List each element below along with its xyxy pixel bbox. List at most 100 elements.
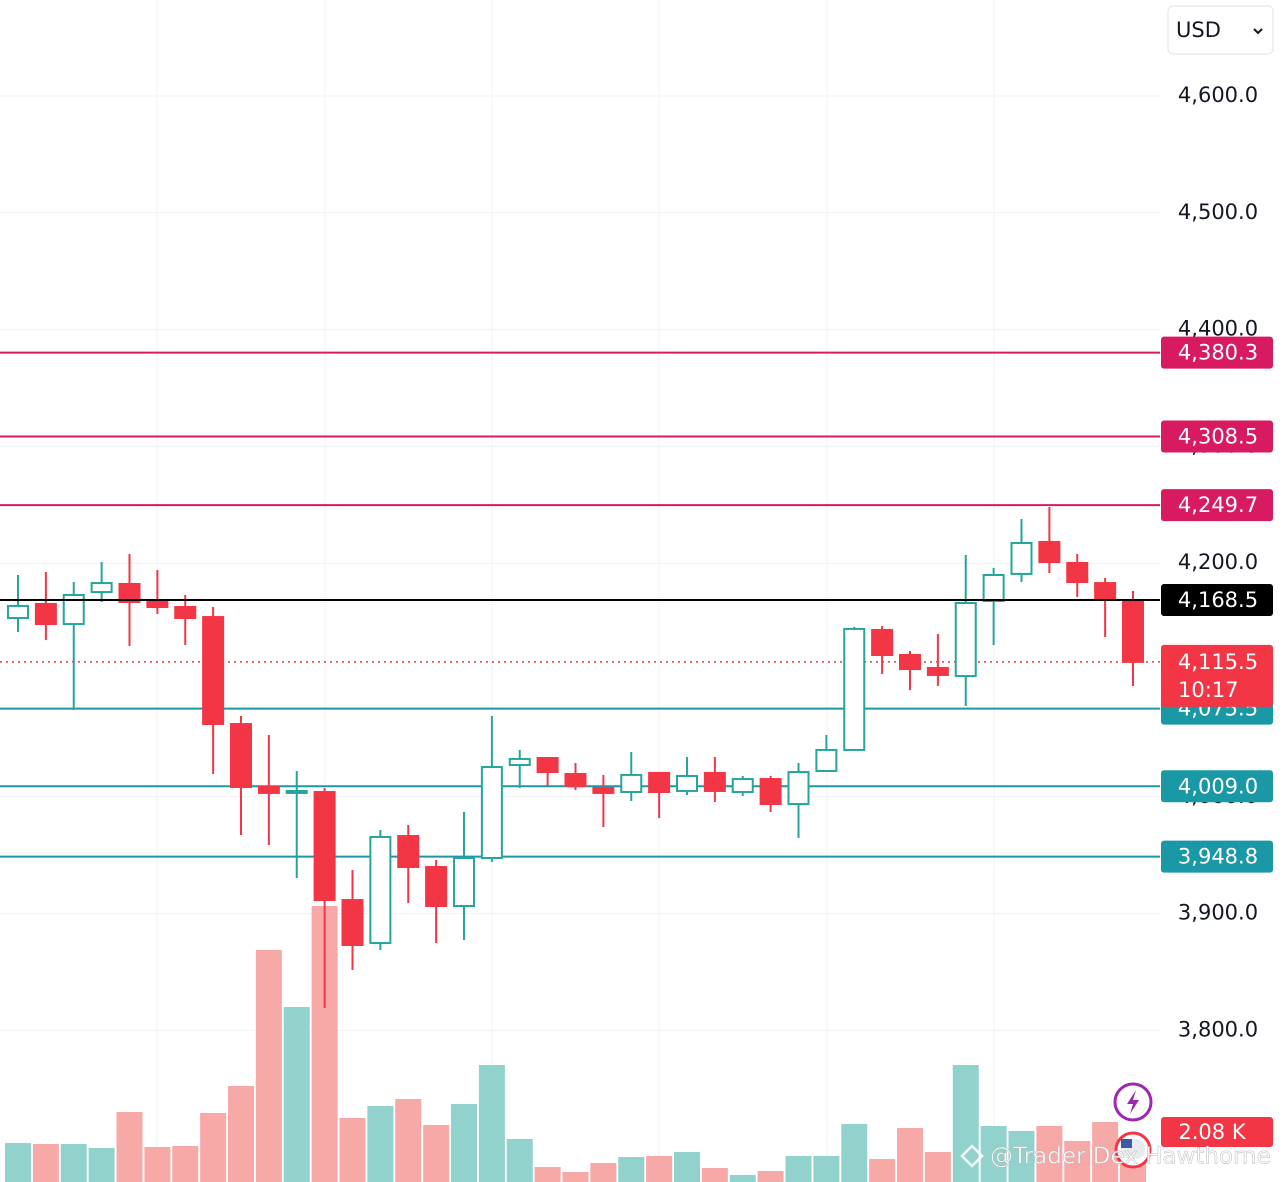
volume-bar (701, 1168, 728, 1182)
y-tick-label: 4,200.0 (1178, 550, 1258, 574)
price-axis: 3,800.03,900.04,000.04,200.04,300.04,400… (1178, 83, 1258, 1041)
candle-body (592, 787, 615, 794)
level-label-box (1161, 420, 1273, 453)
countdown-label: 10:17 (1178, 678, 1239, 702)
candle-body (313, 791, 336, 902)
volume-bar (116, 1112, 143, 1182)
flag-button[interactable] (1114, 1131, 1152, 1169)
volume-bar (172, 1146, 199, 1182)
volume-bar (1036, 1126, 1063, 1182)
level-label-box (1161, 336, 1273, 369)
candle-body (202, 616, 225, 726)
volume-layer (5, 906, 1146, 1182)
volume-bar (1064, 1141, 1091, 1182)
volume-bar (534, 1167, 561, 1182)
candle-body (146, 600, 169, 609)
last-price-box (1161, 644, 1273, 707)
volume-bar (144, 1147, 171, 1182)
candle-body (7, 604, 29, 619)
volume-bar (60, 1144, 87, 1182)
y-tick-label: 3,900.0 (1178, 901, 1258, 925)
volume-bar (228, 1086, 254, 1182)
dropdown-caret (1253, 28, 1263, 35)
candle-body (648, 771, 671, 794)
volume-bar (1008, 1131, 1035, 1182)
volume-bar (785, 1156, 812, 1182)
candle-body (899, 654, 921, 671)
candle-body (341, 899, 364, 947)
level-label-box (1161, 840, 1273, 873)
candle-body (1122, 600, 1144, 663)
volume-bar (339, 1118, 366, 1182)
currency-select[interactable]: USD (1167, 5, 1274, 55)
candle-body (453, 857, 475, 908)
volume-label: 2.08 K (1178, 1120, 1246, 1144)
currency-label[interactable]: USD (1176, 18, 1221, 42)
candle-body (425, 865, 448, 908)
level-label: 4,308.5 (1178, 424, 1258, 448)
last-price-label: 4,115.5 (1178, 650, 1258, 674)
flag-canton (1121, 1139, 1132, 1148)
volume-bar (88, 1148, 115, 1182)
volume-bar (980, 1126, 1007, 1182)
candle-body (508, 757, 531, 767)
lightning-button[interactable] (1113, 1082, 1153, 1122)
candle-body (230, 723, 252, 788)
volume-bar (869, 1159, 896, 1182)
volume-bar (924, 1152, 951, 1182)
level-label: 3,948.8 (1178, 845, 1258, 869)
currency-box[interactable] (1167, 5, 1274, 55)
candle-body (759, 778, 782, 806)
candle-body (843, 627, 866, 751)
watermark-text: @Trader Dex Hawthorne (990, 1144, 1271, 1170)
volume-bar (1092, 1122, 1119, 1182)
price-line-label: 4,168.5 (1178, 588, 1258, 612)
level-label: 4,009.0 (1178, 774, 1258, 798)
volume-bar (283, 1007, 310, 1182)
volume-bar (255, 950, 282, 1182)
candle-body (564, 773, 587, 788)
candle-body (369, 835, 392, 945)
candle-body (62, 593, 85, 626)
level-label-box (1161, 489, 1273, 522)
level-label: 4,380.3 (1178, 341, 1258, 365)
volume-bar (451, 1104, 477, 1182)
volume-bar (478, 1065, 505, 1182)
lightning-icon (1127, 1090, 1139, 1114)
volume-label-box (1161, 1117, 1273, 1147)
y-tick-label: 4,500.0 (1178, 200, 1258, 224)
candle-body (118, 582, 141, 603)
y-tick-label: 4,400.0 (1178, 317, 1258, 341)
y-tick-label: 4,600.0 (1178, 83, 1258, 107)
volume-bar (729, 1175, 756, 1182)
watermark-logo (960, 1144, 984, 1168)
candle-body (871, 629, 894, 657)
candle-body (1094, 582, 1117, 601)
candle-body (397, 835, 420, 868)
volume-bar (395, 1099, 422, 1182)
volume-bar (423, 1125, 450, 1182)
level-label: 4,249.7 (1178, 493, 1258, 517)
candle-body (731, 778, 754, 794)
candle-body (174, 606, 197, 619)
candle-body (1010, 541, 1033, 575)
volume-bar (646, 1156, 673, 1182)
candle-body (620, 773, 643, 794)
volume-bar (506, 1139, 533, 1182)
candle-body (1038, 540, 1061, 564)
volume-bar (897, 1128, 923, 1182)
volume-bar (32, 1144, 59, 1182)
price-labels: 4,380.34,308.54,249.74,075.54,009.03,948… (1161, 336, 1273, 1147)
candle-body (536, 757, 559, 774)
candle-body (285, 789, 308, 794)
candle-body (34, 602, 57, 626)
volume-bar (674, 1152, 700, 1182)
volume-bar (813, 1156, 840, 1182)
candle-body (90, 582, 113, 594)
candle-body (954, 602, 977, 678)
candle-body (257, 785, 280, 794)
volume-bar (590, 1163, 617, 1182)
volume-bar (5, 1143, 31, 1182)
